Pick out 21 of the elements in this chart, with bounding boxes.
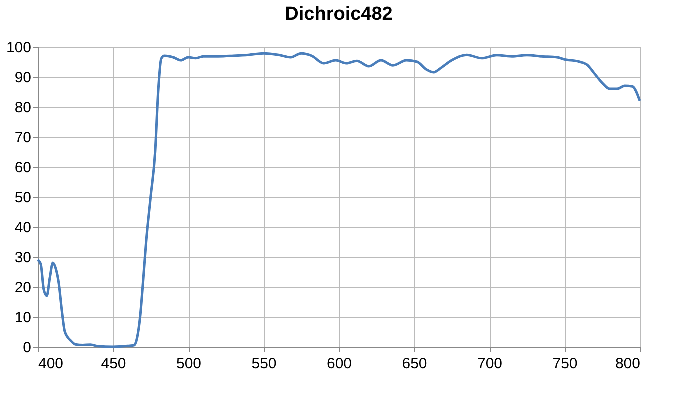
y-tick-label: 10 [14, 310, 32, 326]
y-tick-label: 70 [14, 130, 32, 146]
y-tick-label: 50 [14, 190, 32, 206]
y-tick-label: 60 [14, 160, 32, 176]
y-tick-label: 20 [14, 280, 32, 296]
y-tick-label: 80 [14, 100, 32, 116]
x-tick-label: 700 [477, 356, 503, 372]
x-tick-label: 450 [101, 356, 126, 372]
y-tick-label: 0 [23, 340, 32, 356]
x-tick-label: 650 [402, 356, 428, 372]
x-tick-label: 550 [252, 356, 277, 372]
x-tick-label: 750 [552, 356, 578, 372]
y-tick-label: 90 [14, 70, 32, 86]
y-tick-label: 100 [6, 40, 32, 56]
x-tick-label: 500 [176, 356, 202, 372]
y-tick-label: 30 [14, 250, 32, 266]
x-tick-label: 600 [326, 356, 352, 372]
chart-title: Dichroic482 [285, 4, 393, 25]
x-tick-label: 400 [38, 356, 64, 372]
y-tick-label: 40 [14, 220, 32, 236]
x-tick-label: 800 [615, 356, 640, 372]
